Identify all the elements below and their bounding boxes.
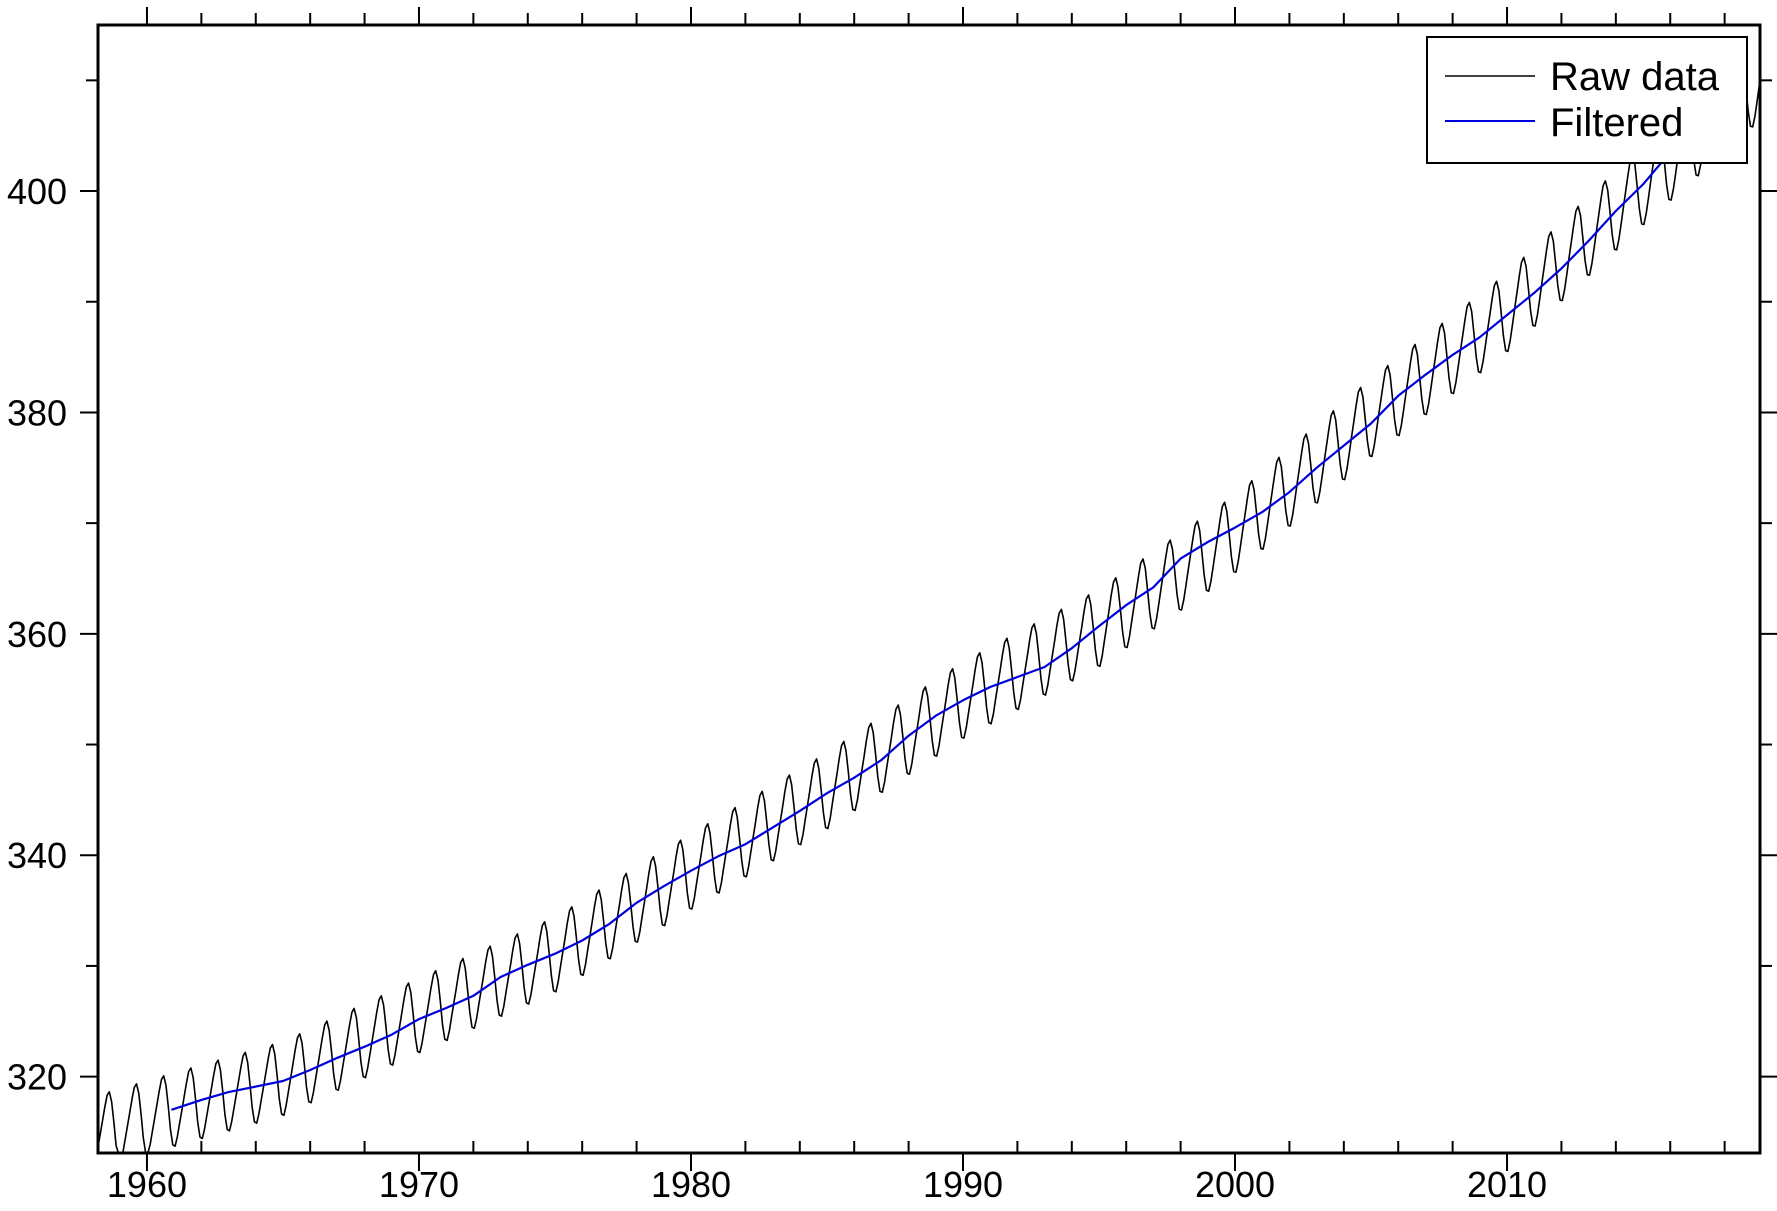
y-tick-label: 340 <box>7 835 67 876</box>
plot-frame <box>96 23 1762 1155</box>
x-tick-label: 1960 <box>107 1164 187 1205</box>
y-axis-tick-labels: 320 340 360 380 400 <box>7 171 67 1098</box>
legend-label-raw-data: Raw data <box>1550 55 1720 99</box>
x-tick-label: 2000 <box>1195 1164 1275 1205</box>
y-tick-label: 380 <box>7 392 67 433</box>
x-tick-label: 2010 <box>1467 1164 1547 1205</box>
filtered-line <box>171 151 1672 1111</box>
legend-label-filtered: Filtered <box>1550 101 1683 145</box>
raw-data-line <box>97 56 1761 1154</box>
legend: Raw data Filtered <box>1426 36 1748 164</box>
series-filtered <box>171 151 1672 1111</box>
y-tick-label: 360 <box>7 614 67 655</box>
major-ticks <box>80 7 1777 1171</box>
series-raw-data <box>97 56 1761 1154</box>
x-tick-label: 1980 <box>651 1164 731 1205</box>
x-axis-tick-labels: 1960 1970 1980 1990 2000 2010 <box>107 1164 1547 1205</box>
legend-box <box>1426 36 1748 164</box>
y-tick-label: 320 <box>7 1057 67 1098</box>
minor-ticks <box>86 13 1772 1153</box>
x-tick-label: 1970 <box>379 1164 459 1205</box>
x-tick-label: 1990 <box>923 1164 1003 1205</box>
y-tick-label: 400 <box>7 171 67 212</box>
